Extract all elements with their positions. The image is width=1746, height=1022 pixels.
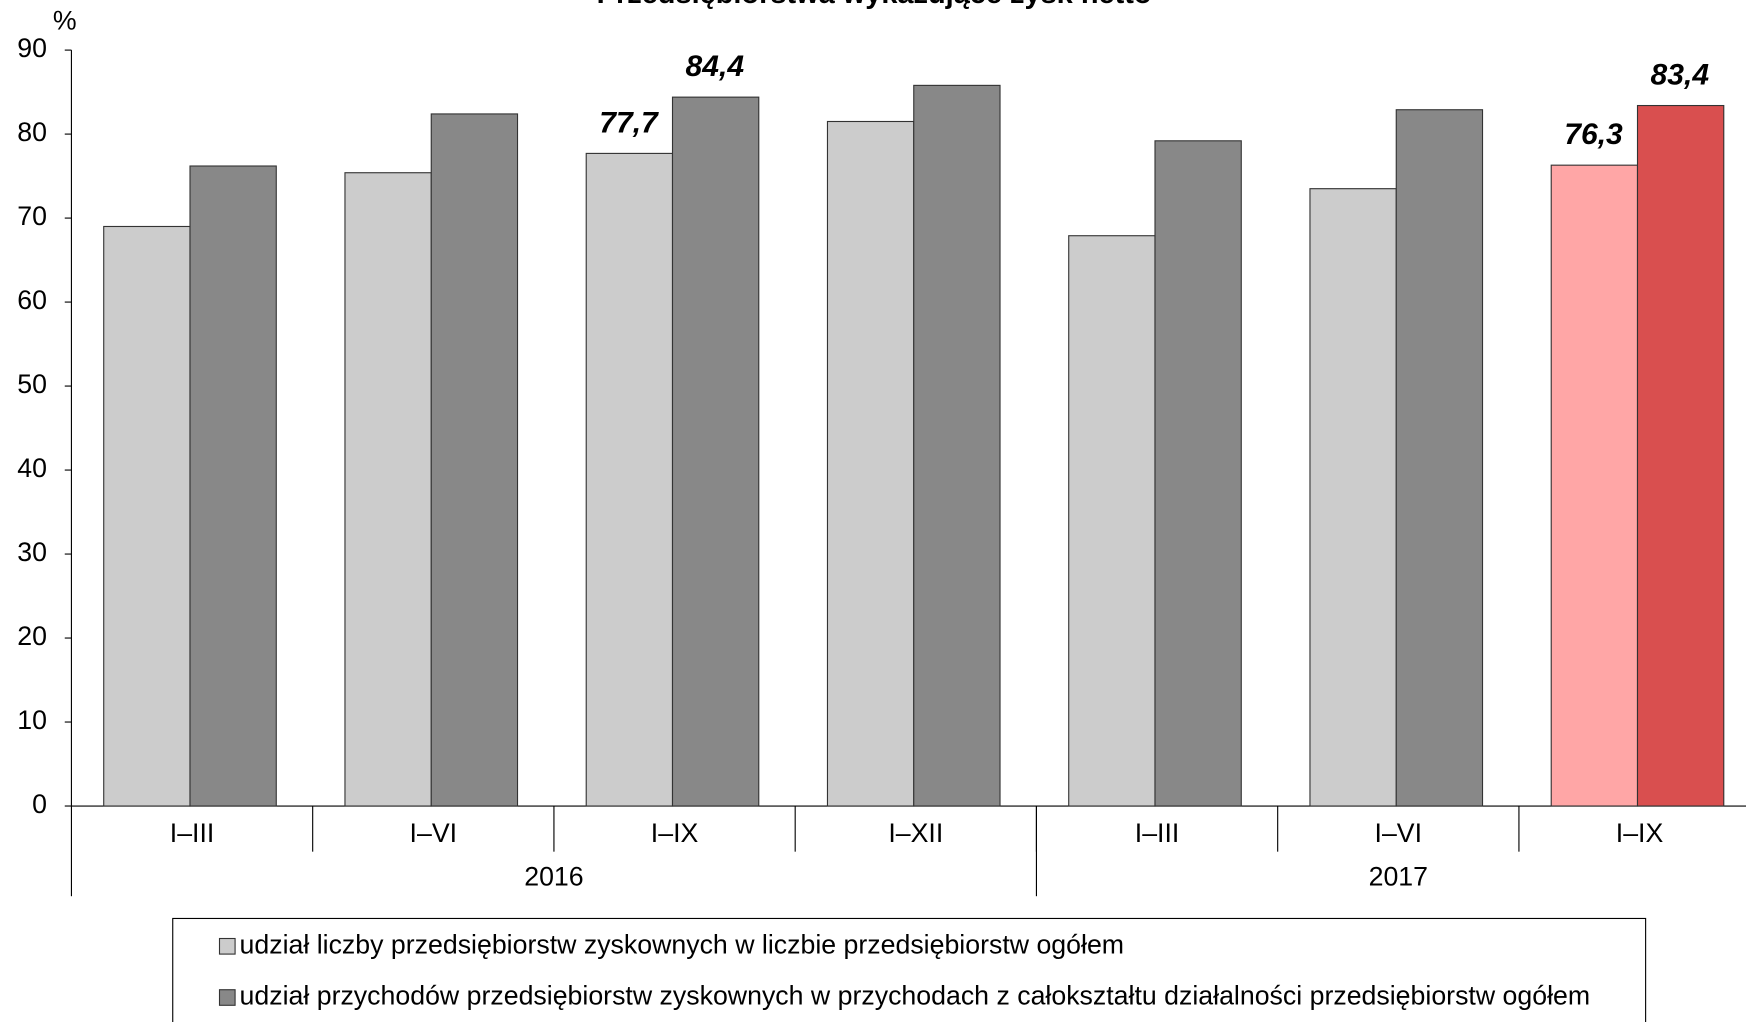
x-tick-label: I–IX xyxy=(651,818,699,848)
bar xyxy=(103,225,191,807)
bar xyxy=(1068,235,1156,807)
bar xyxy=(1395,109,1484,807)
y-tick-label: 10 xyxy=(17,705,47,735)
y-tick-label: 60 xyxy=(17,285,47,315)
value-label: 84,4 xyxy=(686,50,745,83)
bar xyxy=(1636,104,1725,807)
bar xyxy=(826,120,915,807)
y-tick-label: 90 xyxy=(17,33,47,63)
y-tick-label: 20 xyxy=(17,621,47,651)
bar xyxy=(585,152,674,807)
y-tick-label: 80 xyxy=(17,117,47,147)
y-tick-label: 70 xyxy=(17,201,47,231)
bar xyxy=(1550,164,1639,807)
legend-label: udział liczby przedsiębiorstw zyskownych… xyxy=(240,929,1125,959)
value-label: 77,7 xyxy=(599,106,659,139)
legend-label: udział przychodów przedsiębiorstw zyskow… xyxy=(240,981,1591,1011)
bar xyxy=(1154,140,1242,807)
legend-swatch xyxy=(218,989,236,1006)
x-tick-label: I–VI xyxy=(1375,818,1423,848)
x-tick-label: I–IX xyxy=(1616,818,1664,848)
chart-title: Przedsiębiorstwa wykazujące zysk netto xyxy=(597,0,1152,10)
value-label: 76,3 xyxy=(1564,118,1623,151)
y-axis-label: % xyxy=(53,5,77,35)
legend-box xyxy=(172,917,1647,1022)
bar xyxy=(430,113,519,807)
bar xyxy=(1309,188,1397,807)
legend-swatch xyxy=(218,937,236,955)
y-tick-label: 50 xyxy=(17,369,47,399)
y-tick-label: 40 xyxy=(17,453,47,483)
bar xyxy=(344,172,432,807)
group-label: 2016 xyxy=(524,861,583,891)
value-label: 83,4 xyxy=(1651,59,1710,92)
x-tick-label: I–III xyxy=(170,818,215,848)
y-tick-label: 0 xyxy=(32,789,47,819)
x-tick-label: I–VI xyxy=(410,818,458,848)
x-tick-label: I–III xyxy=(1135,818,1180,848)
group-label: 2017 xyxy=(1369,861,1428,891)
x-tick-label: I–XII xyxy=(888,818,943,848)
bar xyxy=(189,165,277,807)
y-tick-label: 30 xyxy=(17,537,47,567)
bar xyxy=(671,96,760,807)
bar xyxy=(913,84,1001,807)
